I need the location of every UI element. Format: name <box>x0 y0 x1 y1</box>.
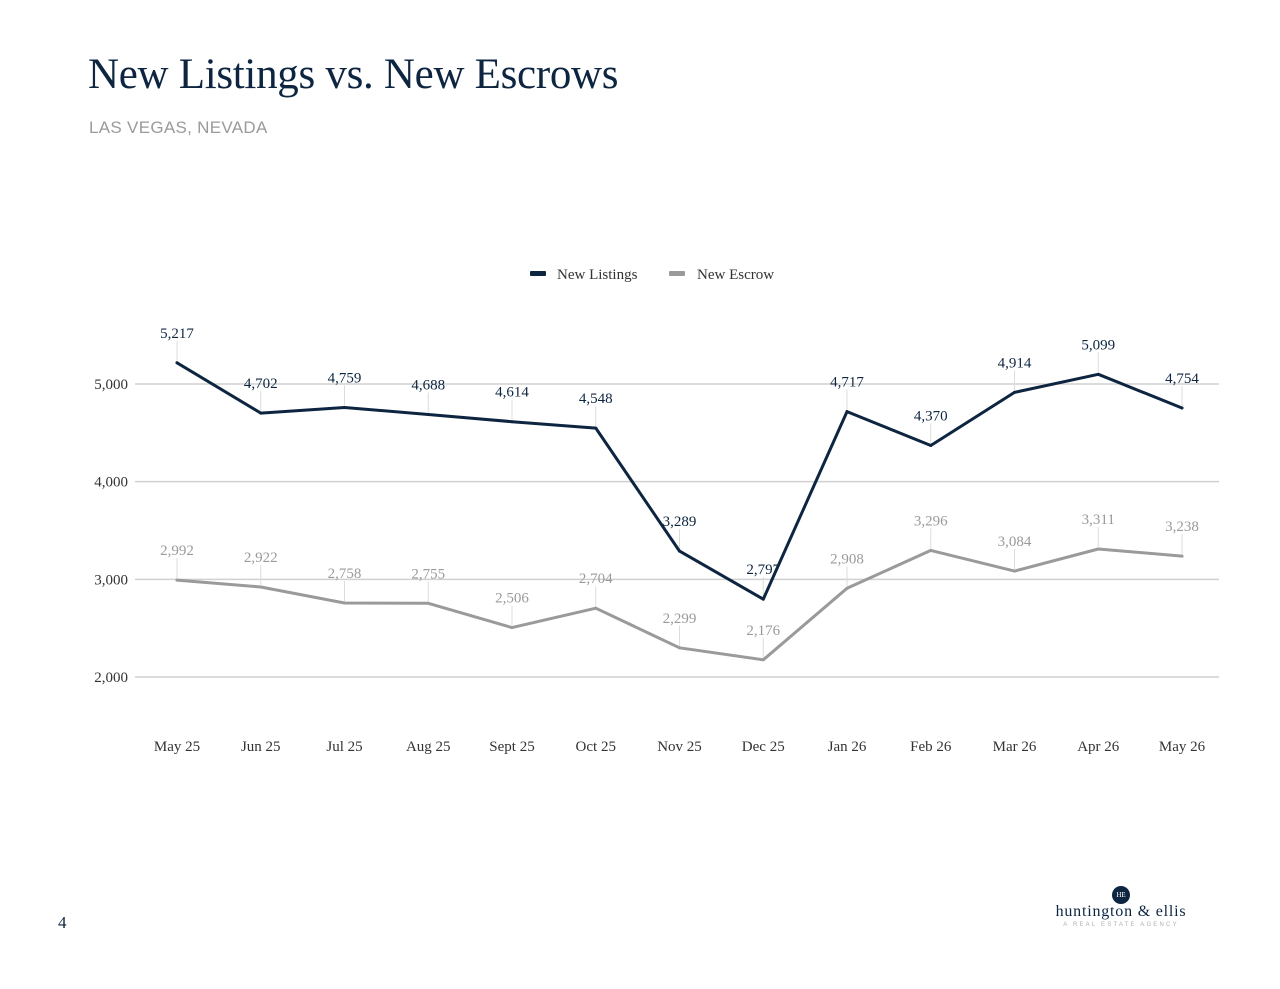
x-tick-label: Jul 25 <box>326 739 362 755</box>
page-number: 4 <box>58 913 67 932</box>
listings-data-label: 4,614 <box>495 385 529 401</box>
listings-data-label: 4,370 <box>914 409 948 425</box>
legend-swatch-escrow <box>669 271 685 276</box>
page-subtitle: LAS VEGAS, NEVADA <box>89 118 268 137</box>
company-logo: HE huntington & ellis A REAL ESTATE AGEN… <box>1046 886 1196 934</box>
escrow-data-label: 2,758 <box>328 566 362 582</box>
listings-data-label: 5,217 <box>160 326 194 342</box>
listings-data-point <box>426 412 430 416</box>
escrow-data-point <box>761 658 765 662</box>
legend-label-escrow: New Escrow <box>697 267 774 283</box>
escrow-data-label: 3,238 <box>1165 519 1199 535</box>
escrow-data-label: 3,296 <box>914 513 948 529</box>
escrow-data-point <box>678 646 681 650</box>
x-tick-label: May 26 <box>1159 739 1206 755</box>
escrow-data-label: 2,704 <box>579 571 613 587</box>
escrow-data-point <box>510 626 514 630</box>
listings-data-point <box>510 420 514 424</box>
escrow-data-point <box>594 606 598 610</box>
listings-data-label: 4,688 <box>411 377 445 393</box>
legend-swatch-listings <box>530 271 546 276</box>
escrow-data-point <box>929 548 933 552</box>
escrow-data-label: 2,176 <box>746 623 780 639</box>
escrow-data-label: 2,992 <box>160 543 194 559</box>
listings-data-point <box>1096 372 1100 376</box>
y-tick-label: 4,000 <box>94 475 128 491</box>
escrow-data-label: 3,084 <box>998 534 1032 550</box>
x-tick-label: Aug 25 <box>406 739 451 755</box>
y-tick-label: 5,000 <box>94 377 128 393</box>
listings-data-point <box>845 410 849 414</box>
listings-data-point <box>678 549 681 553</box>
escrow-data-point <box>1013 569 1016 573</box>
x-tick-label: Mar 26 <box>993 739 1037 755</box>
escrow-data-label: 2,922 <box>244 550 278 566</box>
x-tick-label: May 25 <box>154 739 200 755</box>
listings-data-point <box>343 406 346 410</box>
x-tick-label: Feb 26 <box>910 739 952 755</box>
escrow-data-label: 2,299 <box>663 611 697 627</box>
listings-data-point <box>594 426 598 430</box>
listings-data-label: 4,548 <box>579 391 613 407</box>
escrow-data-point <box>1096 547 1100 551</box>
logo-monogram-icon: HE <box>1112 886 1130 904</box>
listings-data-label: 4,914 <box>998 355 1032 371</box>
listings-data-point <box>1013 390 1016 394</box>
x-tick-label: Nov 25 <box>657 739 702 755</box>
page-title: New Listings vs. New Escrows <box>88 51 619 98</box>
escrow-data-label: 3,311 <box>1082 512 1115 528</box>
escrow-data-label: 2,908 <box>830 551 864 567</box>
listings-data-label: 2,797 <box>746 562 780 578</box>
listings-data-label: 4,759 <box>328 371 362 387</box>
x-tick-label: Oct 25 <box>576 739 616 755</box>
listings-data-point <box>1180 406 1184 410</box>
listings-data-label: 4,717 <box>830 375 864 391</box>
escrow-data-point <box>343 601 346 605</box>
listings-data-point <box>175 361 179 365</box>
listings-data-point <box>259 411 263 415</box>
escrow-data-point <box>426 601 430 605</box>
listings-data-point <box>929 444 933 448</box>
escrow-data-point <box>175 578 179 582</box>
escrow-data-point <box>259 585 263 589</box>
listings-data-point <box>761 597 765 601</box>
x-tick-label: Dec 25 <box>742 739 785 755</box>
x-tick-label: Sept 25 <box>489 739 534 755</box>
escrow-data-label: 2,755 <box>411 566 445 582</box>
x-tick-label: Apr 26 <box>1077 739 1120 755</box>
listings-data-label: 3,289 <box>663 514 697 530</box>
listings-data-label: 5,099 <box>1081 337 1115 353</box>
x-tick-label: Jun 25 <box>241 739 281 755</box>
x-tick-label: Jan 26 <box>828 739 867 755</box>
listings-data-label: 4,754 <box>1165 371 1199 387</box>
y-tick-label: 3,000 <box>94 572 128 588</box>
logo-name: huntington & ellis <box>1055 903 1187 920</box>
logo-tagline: A REAL ESTATE AGENCY <box>1063 922 1179 928</box>
escrow-data-label: 2,506 <box>495 591 529 607</box>
escrow-data-point <box>845 586 849 590</box>
escrow-data-point <box>1180 554 1184 558</box>
legend-label-listings: New Listings <box>557 267 638 283</box>
y-tick-label: 2,000 <box>94 670 128 686</box>
listings-data-label: 4,702 <box>244 376 278 392</box>
